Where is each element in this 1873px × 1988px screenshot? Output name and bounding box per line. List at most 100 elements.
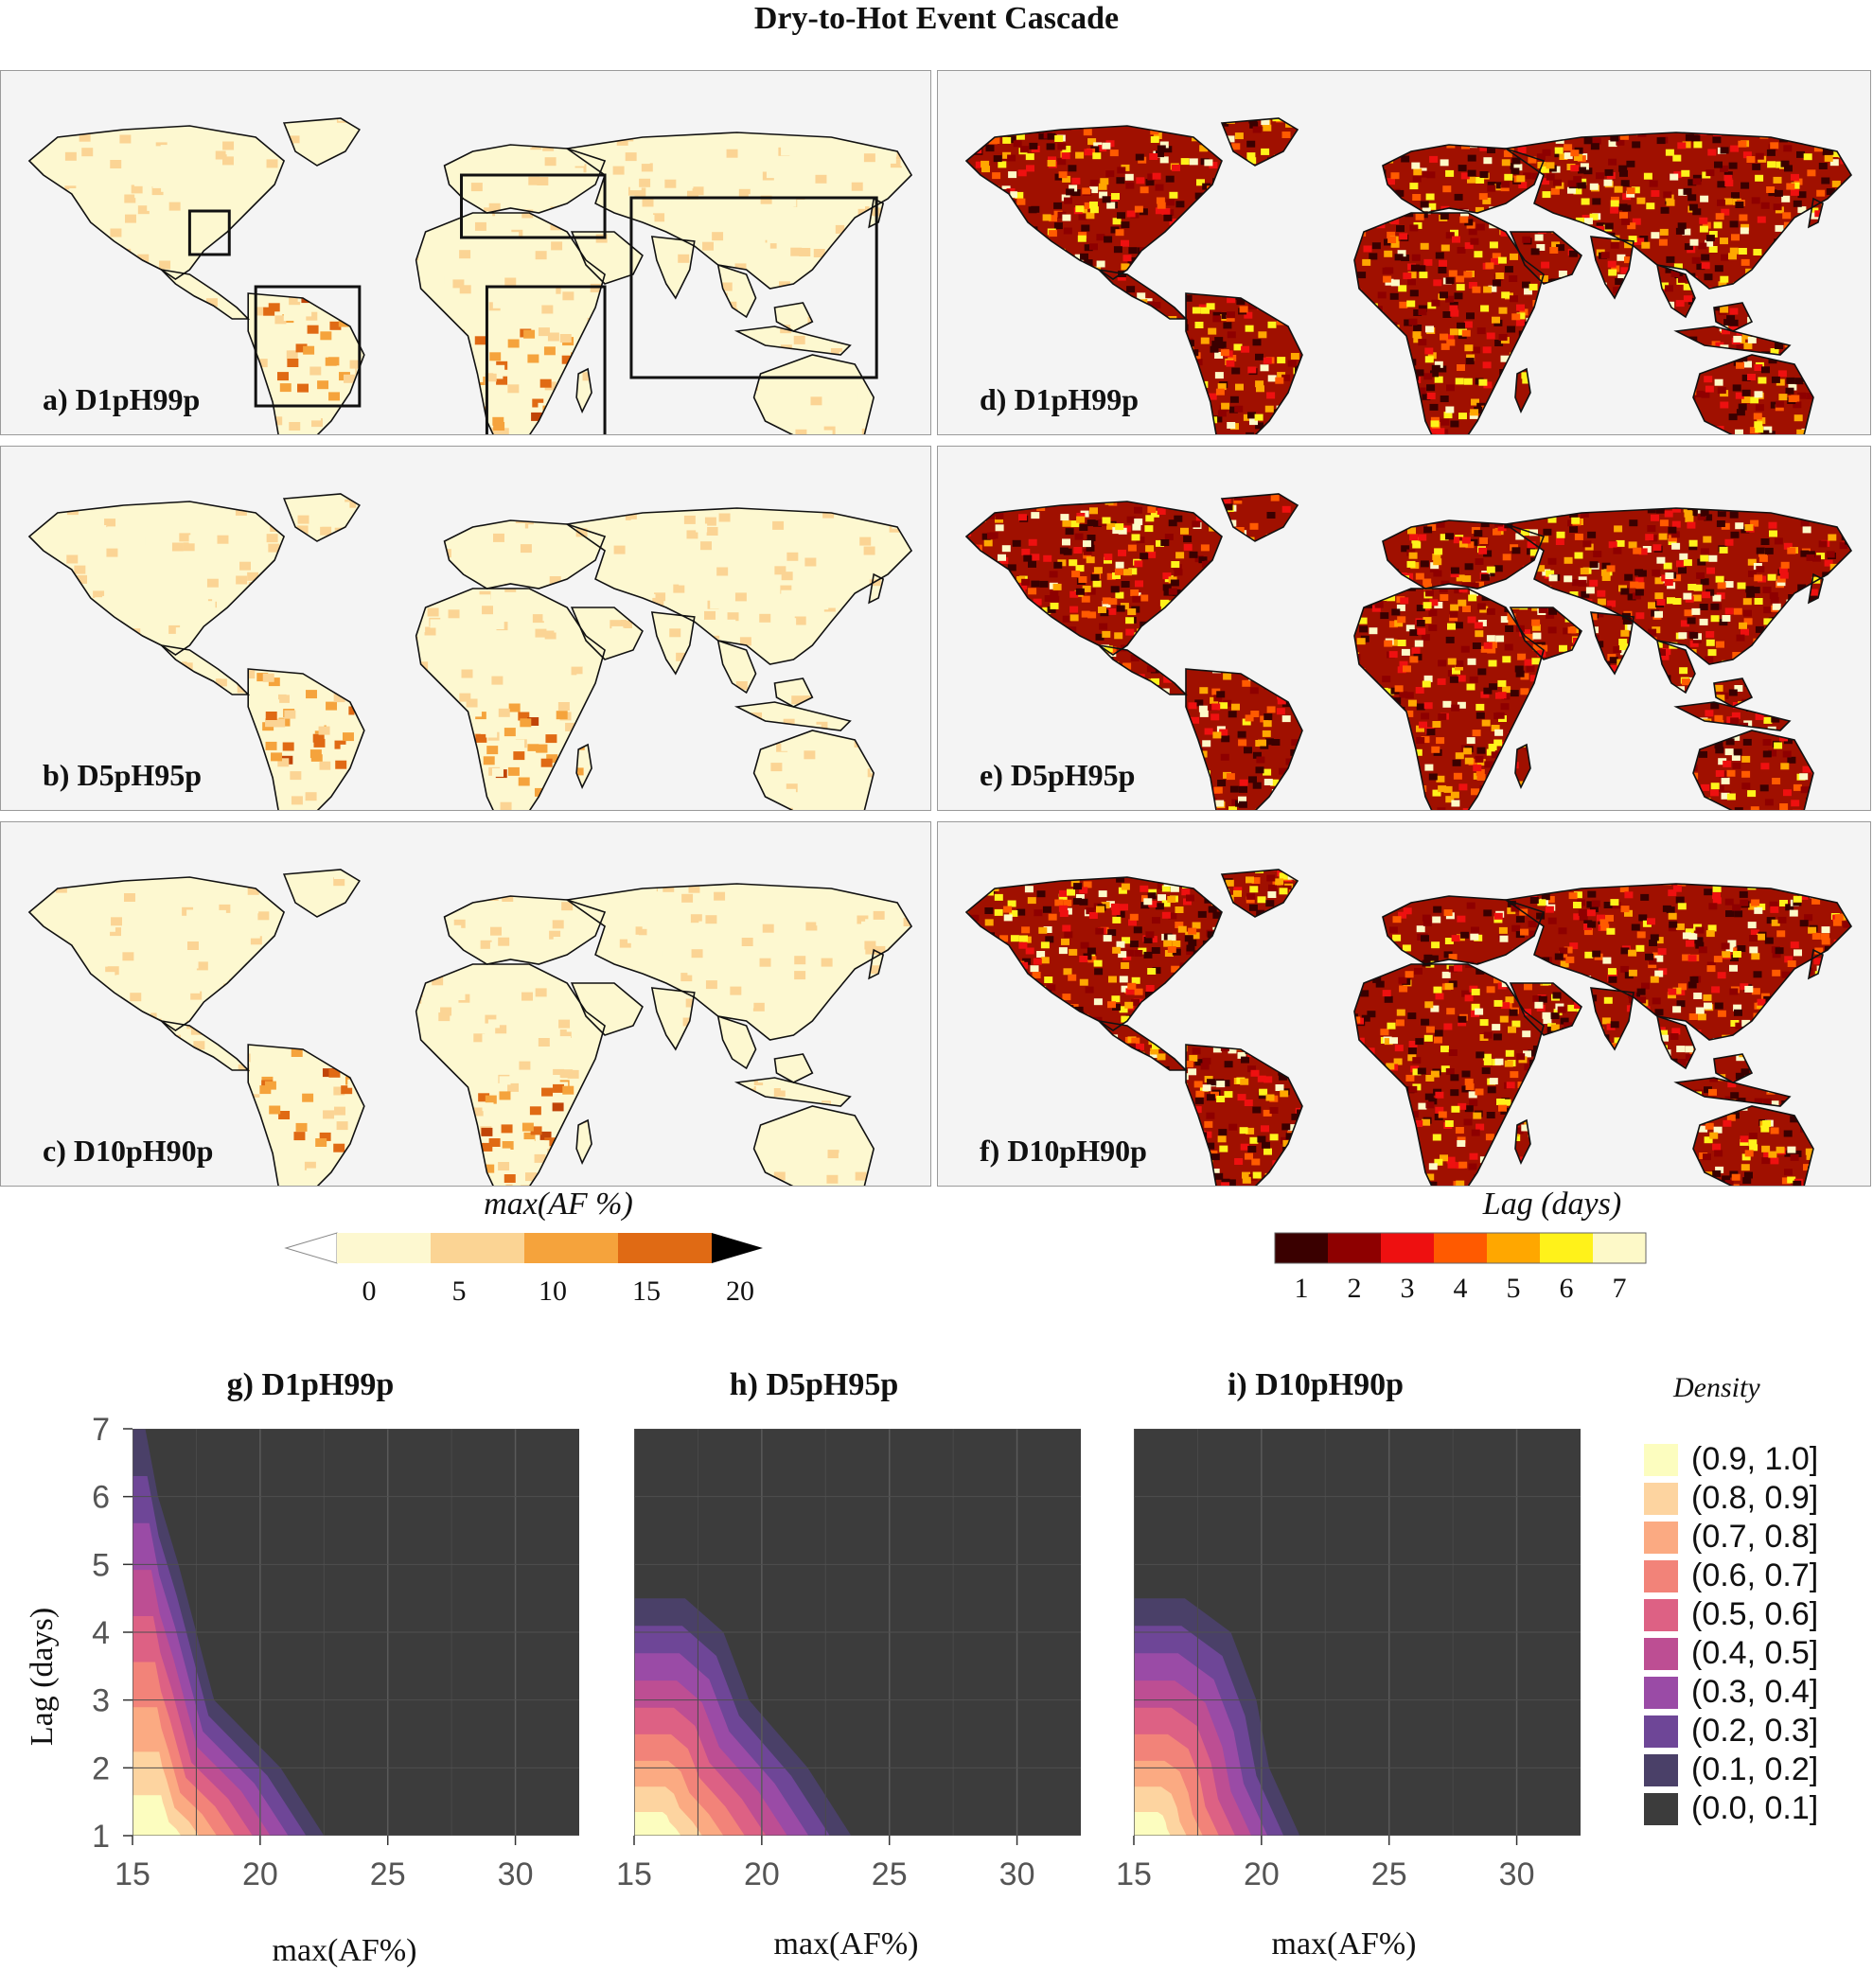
continent-india (1591, 612, 1634, 674)
density-plots: 15 20 25 30 1 2 3 4 5 6 7 15 20 25 30 15 20 25 30 (92, 1412, 1581, 1892)
map-panel-a: a) D1pH99p (0, 70, 931, 435)
continent-greenland (1222, 494, 1298, 541)
y-tick-label: 3 (92, 1683, 110, 1719)
x-tick-label: 30 (1499, 1856, 1535, 1892)
coastline (27, 501, 286, 656)
legend-label: (0.9, 1.0] (1691, 1441, 1819, 1477)
af-colorbar-under-arrow (284, 1232, 338, 1264)
legend-label: (0.5, 0.6] (1691, 1596, 1819, 1632)
world-map-lag (964, 493, 1853, 810)
density-legend-title: Density (1673, 1372, 1760, 1403)
panel-label-d: d) D1pH99p (980, 382, 1140, 416)
coastline (1382, 144, 1546, 214)
coastline (773, 302, 814, 332)
density-xlabel-g: max(AF%) (272, 1933, 417, 1968)
lag-colorbar-bin-3 (1434, 1233, 1487, 1263)
coastline (1692, 354, 1814, 434)
coastline (443, 895, 607, 965)
coastline (1353, 588, 1545, 810)
legend-swatch (1644, 1638, 1678, 1670)
af-tick: 10 (539, 1275, 567, 1307)
coastline (1590, 987, 1634, 1051)
coastline (1382, 895, 1546, 965)
coastline (1096, 643, 1188, 695)
density-xlabel-h: max(AF%) (773, 1926, 919, 1962)
coastline (1713, 302, 1754, 332)
lag-colorbar-bin-6 (1593, 1233, 1646, 1263)
legend-label: (0.2, 0.3] (1691, 1713, 1819, 1749)
coastline (716, 639, 757, 695)
region-box (460, 173, 607, 239)
x-tick-label: 30 (999, 1856, 1035, 1892)
coastline (570, 607, 644, 660)
density-title-h: h) D5pH95p (729, 1367, 899, 1402)
coastline (159, 643, 251, 695)
legend-label: (0.8, 0.9] (1691, 1480, 1819, 1516)
af-tick: 0 (362, 1275, 377, 1307)
lag-tick: 3 (1400, 1273, 1415, 1304)
world-map-af (27, 493, 913, 810)
coastline (1673, 325, 1792, 356)
legend-swatch (1644, 1677, 1678, 1709)
coastline (1673, 701, 1792, 731)
x-tick-label: 20 (242, 1856, 278, 1892)
coastline (1220, 869, 1299, 918)
coastline (570, 982, 644, 1036)
coastline (752, 1105, 875, 1186)
x-tick-label: 30 (498, 1856, 534, 1892)
y-tick-label: 2 (92, 1750, 110, 1786)
coastline (716, 1014, 757, 1070)
coastline (1692, 730, 1814, 810)
lag-tick: 6 (1559, 1273, 1574, 1304)
coastline (575, 367, 592, 413)
af-tick: 5 (451, 1275, 467, 1307)
coastline (282, 117, 361, 167)
coastline (773, 1053, 814, 1083)
x-tick-label: 15 (616, 1856, 652, 1892)
world-map-lag (964, 117, 1853, 434)
continent-africa (415, 964, 606, 1186)
lag-colorbar-bin-1 (1328, 1233, 1381, 1263)
coastline (159, 1019, 251, 1071)
legend-swatch (1644, 1599, 1678, 1631)
panel-label-f: f) D10pH90p (980, 1134, 1147, 1168)
density-panel-2: 15 20 25 30 (1116, 1429, 1581, 1892)
lag-colorbar-outline (1274, 1232, 1647, 1264)
coastline (733, 701, 852, 731)
lag-colorbar-bin-5 (1540, 1233, 1593, 1263)
region-box (187, 209, 231, 256)
coastline (773, 677, 814, 708)
coastline (247, 668, 365, 810)
density-title-g: g) D1pH99p (226, 1367, 395, 1402)
x-tick-label: 15 (115, 1856, 150, 1892)
coastline (159, 268, 251, 320)
legend-label: (0.0, 0.1] (1691, 1790, 1819, 1826)
coastline (27, 125, 286, 280)
x-tick-label: 15 (1116, 1856, 1152, 1892)
legend-swatch (1644, 1522, 1678, 1554)
x-tick-label: 25 (370, 1856, 406, 1892)
y-tick-label: 6 (92, 1480, 110, 1516)
legend-label: (0.1, 0.2] (1691, 1751, 1819, 1787)
coastline (650, 611, 696, 676)
coastline (1503, 883, 1853, 1041)
legend-label: (0.3, 0.4] (1691, 1674, 1819, 1710)
coastline (415, 963, 606, 1186)
legend-swatch (1644, 1483, 1678, 1515)
lag-tick: 1 (1294, 1273, 1309, 1304)
panel-label-b: b) D5pH95p (43, 758, 203, 792)
continent-madagascar (1515, 745, 1530, 787)
coastline (1807, 197, 1824, 229)
coastline (247, 292, 365, 434)
coastline (1673, 1077, 1792, 1107)
af-tick: 15 (632, 1275, 661, 1307)
coastline (868, 572, 885, 605)
legend-label: (0.4, 0.5] (1691, 1635, 1819, 1671)
continent-centralAmerica (161, 645, 249, 695)
legend-swatch (1644, 1560, 1678, 1592)
x-tick-label: 20 (744, 1856, 780, 1892)
density-panel-1: 15 20 25 30 (616, 1429, 1081, 1892)
y-tick-label: 7 (92, 1412, 110, 1448)
region-box (485, 285, 607, 434)
coastline (1713, 677, 1754, 708)
